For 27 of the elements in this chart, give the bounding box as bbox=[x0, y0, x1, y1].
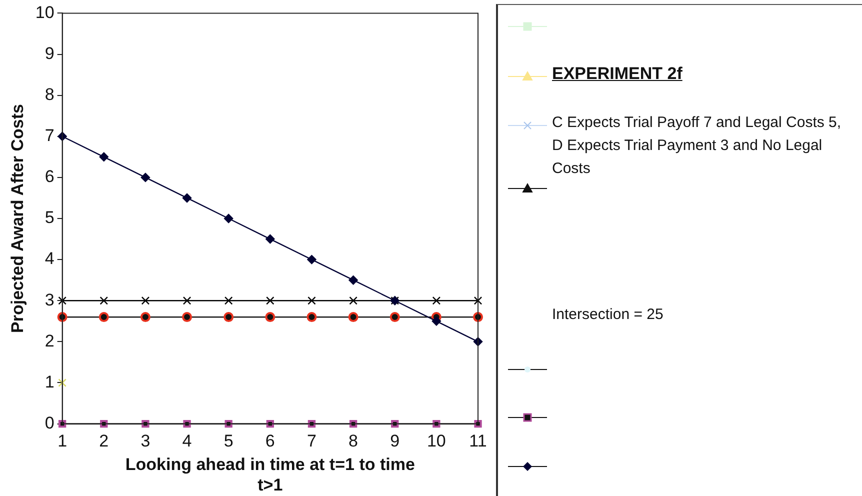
x-tick-label: 3 bbox=[140, 432, 150, 451]
y-tick-label: 3 bbox=[44, 290, 54, 310]
y-tick-label: 4 bbox=[44, 249, 54, 268]
y-tick-label: 9 bbox=[44, 44, 54, 63]
y-axis-title: Projected Award After Costs bbox=[8, 104, 27, 333]
x-tick-label: 11 bbox=[469, 432, 487, 451]
y-tick-label: 0 bbox=[44, 413, 54, 432]
x-tick-label: 8 bbox=[348, 432, 358, 451]
x-tick-label: 10 bbox=[426, 432, 446, 451]
x-tick-label: 2 bbox=[99, 432, 109, 451]
y-tick-label: 8 bbox=[44, 85, 54, 104]
y-tick-label: 6 bbox=[44, 167, 54, 186]
x-tick-label: 5 bbox=[224, 432, 234, 451]
text: Intersection = 25 bbox=[552, 305, 664, 325]
x-tick-label: 6 bbox=[265, 432, 275, 451]
x-tick-label: 1 bbox=[58, 432, 68, 451]
x-tick-label: 7 bbox=[306, 432, 316, 451]
x-tick-label: 9 bbox=[390, 432, 400, 451]
text: C Expects Trial Payoff 7 and Legal Costs 5, D Expects Trial Payment 3 and No Legal Costs bbox=[552, 113, 842, 179]
y-tick-label: 2 bbox=[44, 331, 54, 350]
y-tick-label: 1 bbox=[44, 372, 54, 392]
y-tick-label: 5 bbox=[44, 208, 54, 228]
x-tick-label: 4 bbox=[182, 432, 192, 451]
x-axis-title: Looking ahead in time at t=1 to time t>1 bbox=[125, 455, 415, 494]
y-tick-label: 7 bbox=[44, 126, 54, 146]
y-tick-label: 10 bbox=[35, 2, 54, 22]
text: EXPERIMENT 2f bbox=[552, 63, 684, 85]
